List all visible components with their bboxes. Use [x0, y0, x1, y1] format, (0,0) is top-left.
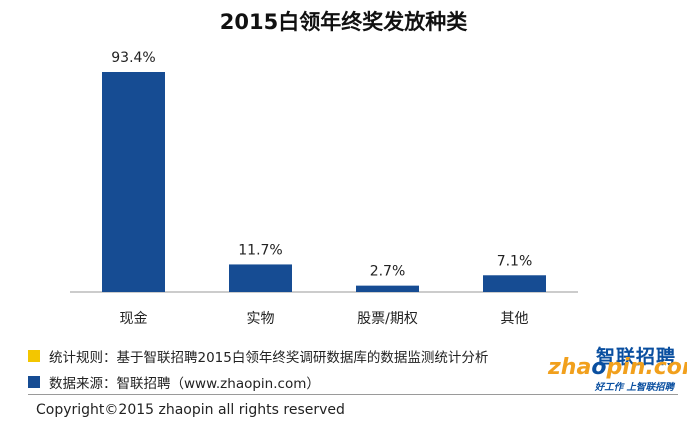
statistics-note: 统计规则：基于智联招聘2015白领年终奖调研数据库的数据监测统计分析: [28, 346, 488, 366]
data-source-text: 数据来源：智联招聘（www.zhaopin.com）: [49, 376, 320, 392]
bar: [483, 275, 546, 292]
bar-value-label: 11.7%: [238, 242, 282, 258]
bar-value-label: 2.7%: [370, 264, 406, 280]
source-swatch: [28, 376, 40, 388]
statistics-note-text: 统计规则：基于智联招聘2015白领年终奖调研数据库的数据监测统计分析: [49, 350, 489, 366]
bar-value-label: 93.4%: [111, 50, 155, 66]
copyright-text: Copyright©2015 zhaopin all rights reserv…: [36, 402, 345, 418]
logo-domain: zhaopin.com: [548, 355, 687, 380]
zhaopin-logo: 智联招聘 zhaopin.com 好工作 上智联招聘: [548, 342, 687, 393]
x-tick-label: 其他: [501, 311, 529, 327]
note-swatch: [28, 350, 40, 362]
bar-value-label: 7.1%: [497, 253, 533, 269]
bar: [102, 72, 165, 292]
bar: [229, 264, 292, 292]
bar: [356, 285, 419, 292]
x-tick-label: 现金: [120, 311, 148, 327]
x-tick-label: 股票/期权: [357, 311, 418, 327]
bar-chart: 93.4% 现金 11.7% 实物 2.7% 股票/期权 7.1% 其他: [70, 50, 578, 327]
logo-chinese: 智联招聘: [595, 346, 676, 368]
x-tick-label: 实物: [247, 311, 275, 327]
data-source-note: 数据来源：智联招聘（www.zhaopin.com）: [28, 372, 320, 392]
logo-slogan: 好工作 上智联招聘: [594, 382, 674, 393]
footer-divider: [28, 394, 678, 395]
chart-title: 2015白领年终奖发放种类: [219, 10, 468, 34]
